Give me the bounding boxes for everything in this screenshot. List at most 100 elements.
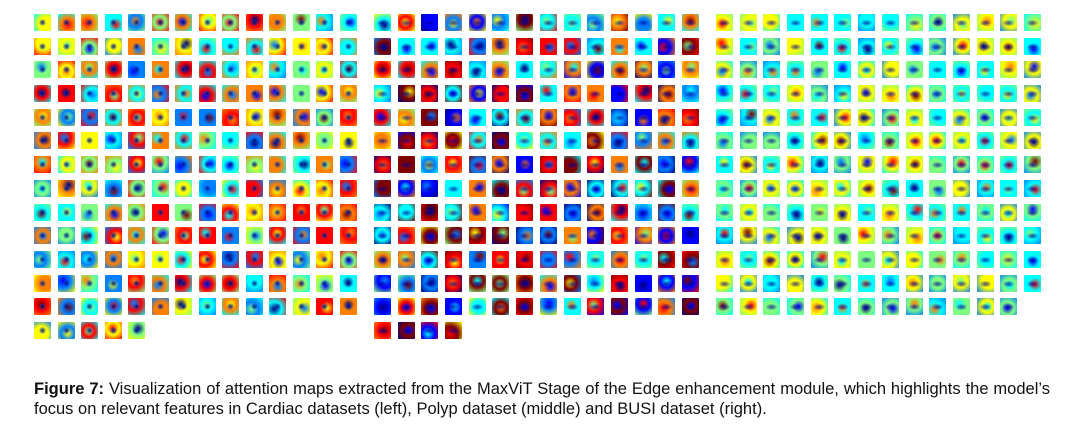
- attention-map-tile: [316, 37, 333, 55]
- attention-map-tile: [634, 274, 652, 292]
- attention-map-tile: [128, 61, 145, 79]
- attention-map-tile: [610, 37, 628, 55]
- attention-map-tile: [34, 179, 51, 197]
- attention-map-tile: [81, 179, 98, 197]
- attention-map-tile: [128, 132, 145, 150]
- attention-map-tile: [421, 37, 439, 55]
- attention-map-tile: [810, 179, 828, 197]
- attention-map-tile: [57, 227, 75, 245]
- attention-map-tile: [739, 85, 757, 103]
- attention-map-tile: [952, 108, 970, 126]
- attention-map-tile: [810, 203, 828, 221]
- attention-map-tile: [445, 298, 463, 316]
- attention-map-tile: [1000, 179, 1018, 197]
- attention-map-tile: [881, 108, 899, 126]
- attention-map-tile: [634, 203, 652, 221]
- attention-map-tile: [492, 274, 510, 292]
- attention-map-tile: [1023, 37, 1041, 55]
- attention-map-tile: [316, 250, 333, 268]
- attention-map-tile: [34, 132, 51, 150]
- attention-map-tile: [397, 61, 415, 79]
- attention-map-tile: [128, 179, 145, 197]
- attention-map-tile: [57, 179, 75, 197]
- attention-map-tile: [104, 227, 122, 245]
- attention-map-tile: [198, 14, 216, 31]
- attention-map-tile: [658, 298, 676, 316]
- attention-map-tile: [763, 156, 781, 174]
- attention-map-tile: [929, 250, 947, 268]
- attention-map-tile: [634, 61, 652, 79]
- attention-map-tile: [222, 203, 239, 221]
- attention-map-tile: [269, 156, 286, 174]
- attention-map-tile: [339, 61, 357, 79]
- attention-map-tile: [881, 37, 899, 55]
- attention-map-tile: [881, 61, 899, 79]
- attention-map-tile: [468, 14, 486, 31]
- attention-map-tile: [128, 14, 145, 31]
- attention-map-tile: [976, 61, 994, 79]
- attention-map-tile: [834, 132, 852, 150]
- attention-map-tile: [905, 179, 923, 197]
- attention-map-tile: [374, 321, 391, 339]
- attention-map-tile: [658, 250, 676, 268]
- attention-map-tile: [81, 298, 98, 316]
- attention-map-tile: [175, 156, 192, 174]
- attention-map-tile: [539, 85, 557, 103]
- attention-map-tile: [716, 156, 733, 174]
- attention-map-tile: [716, 85, 733, 103]
- attention-map-tile: [810, 37, 828, 55]
- attention-map-tile: [397, 203, 415, 221]
- attention-map-tile: [1000, 156, 1018, 174]
- attention-map-tile: [976, 108, 994, 126]
- attention-map-tile: [976, 203, 994, 221]
- attention-map-tile: [198, 61, 216, 79]
- attention-map-tile: [587, 14, 605, 31]
- attention-map-tile: [610, 132, 628, 150]
- attention-map-tile: [445, 108, 463, 126]
- attention-map-tile: [716, 132, 733, 150]
- attention-map-tile: [634, 156, 652, 174]
- attention-map-tile: [763, 179, 781, 197]
- attention-map-tile: [374, 85, 391, 103]
- attention-map-tile: [810, 250, 828, 268]
- attention-map-tile: [445, 85, 463, 103]
- attention-map-tile: [563, 274, 581, 292]
- attention-map-tile: [763, 108, 781, 126]
- attention-map-tile: [292, 85, 310, 103]
- attention-map-tile: [245, 274, 263, 292]
- attention-map-tile: [316, 203, 333, 221]
- attention-map-tile: [516, 85, 534, 103]
- attention-map-tile: [1000, 274, 1018, 292]
- attention-map-tile: [563, 156, 581, 174]
- attention-map-tile: [151, 14, 169, 31]
- attention-map-tile: [976, 298, 994, 316]
- attention-map-tile: [905, 85, 923, 103]
- attention-map-tile: [468, 108, 486, 126]
- attention-map-tile: [374, 132, 391, 150]
- attention-map-tile: [834, 227, 852, 245]
- attention-map-tile: [858, 179, 876, 197]
- attention-map-tile: [516, 156, 534, 174]
- attention-map-tile: [128, 321, 145, 339]
- attention-map-tile: [81, 61, 98, 79]
- attention-map-tile: [397, 321, 415, 339]
- attention-map-tile: [763, 227, 781, 245]
- attention-map-tile: [316, 108, 333, 126]
- attention-map-tile: [175, 132, 192, 150]
- attention-map-tile: [681, 108, 699, 126]
- attention-map-tile: [763, 37, 781, 55]
- attention-map-tile: [516, 227, 534, 245]
- attention-map-tile: [151, 203, 169, 221]
- attention-map-tile: [905, 14, 923, 31]
- attention-map-tile: [245, 61, 263, 79]
- attention-map-tile: [587, 85, 605, 103]
- attention-map-tile: [104, 274, 122, 292]
- attention-map-tile: [222, 227, 239, 245]
- attention-map-tile: [787, 298, 805, 316]
- attention-map-tile: [128, 156, 145, 174]
- attention-map-tile: [905, 61, 923, 79]
- attention-map-tile: [905, 203, 923, 221]
- attention-map-tile: [198, 37, 216, 55]
- attention-map-tile: [492, 132, 510, 150]
- attention-map-tile: [316, 132, 333, 150]
